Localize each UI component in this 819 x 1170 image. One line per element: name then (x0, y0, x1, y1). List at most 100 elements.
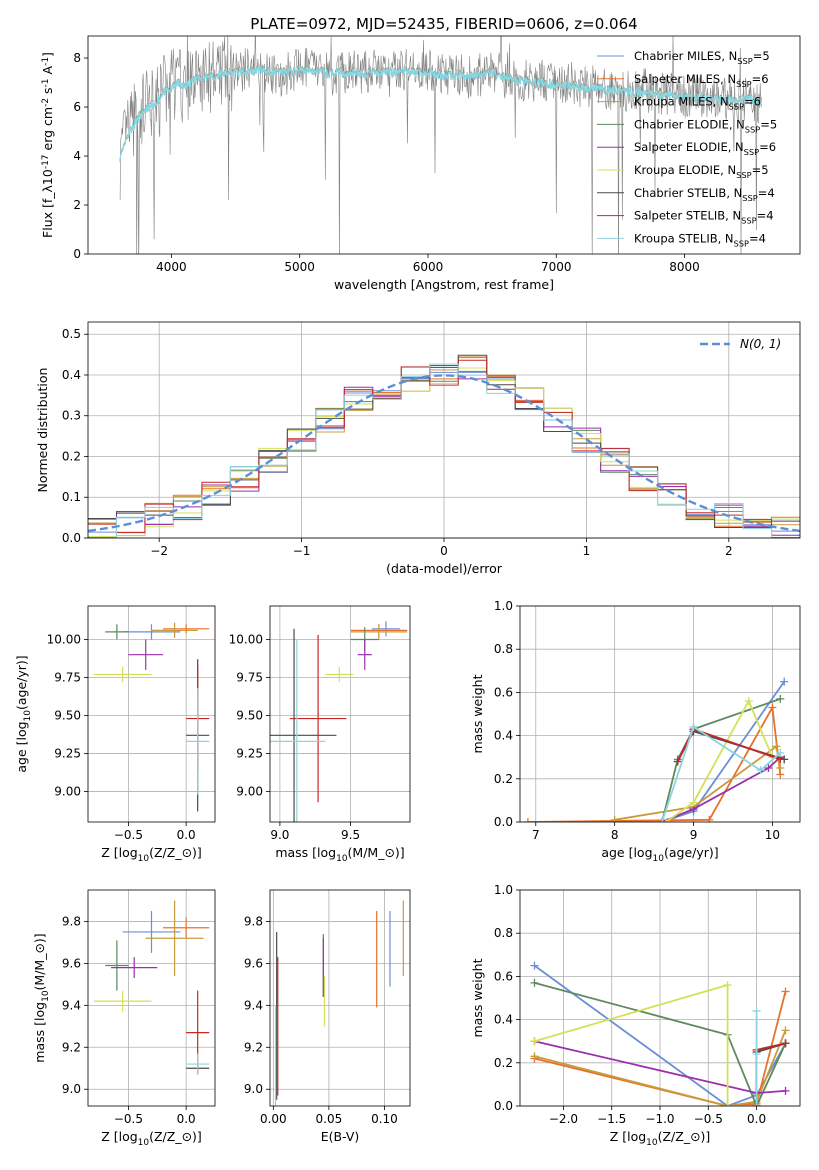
spectrum-plot-area (119, 36, 763, 254)
y-tick-label: 9.2 (244, 1040, 263, 1054)
spectrum-legend: Chabrier MILES, NSSP=5 Salpeter MILES, NS… (597, 49, 777, 248)
age-vs-Z-plot-area (93, 622, 210, 812)
mass-vs-Z-frame (87, 889, 216, 1107)
y-tick-label: 9.2 (62, 1040, 81, 1054)
weight-series-5 (534, 983, 757, 1106)
legend-label: Salpeter STELIB, NSSP=4 (634, 209, 774, 226)
x-tick-label: −1 (293, 544, 311, 558)
errorbar-point (357, 639, 372, 670)
x-tick-label: 8000 (669, 260, 700, 274)
mass-vs-EBV-frame (269, 889, 411, 1107)
weight-marker (781, 1086, 790, 1095)
residuals-frame (87, 321, 801, 539)
x-tick-label: 0.0 (177, 828, 196, 842)
x-axis-label: wavelength [Angstrom, rest frame] (334, 277, 554, 292)
age-vs-mass-plot-area (270, 621, 408, 822)
weight-series-3 (661, 698, 781, 822)
weight-marker (673, 757, 682, 766)
legend-label: Kroupa STELIB, NSSP=4 (634, 231, 766, 248)
y-tick-label: 0.5 (62, 327, 81, 341)
x-tick-label: 9.5 (341, 828, 360, 842)
legend-label: N(0, 1) (740, 337, 781, 351)
mass-vs-EBV-plot-area (274, 900, 404, 1106)
legend-label: Kroupa ELODIE, NSSP=5 (634, 163, 769, 180)
y-tick-label: 0.1 (62, 490, 81, 504)
y-tick-label: 0.6 (494, 685, 513, 699)
x-tick-label: −2 (150, 544, 168, 558)
y-tick-label: 9.4 (244, 998, 263, 1012)
weight-marker (781, 1026, 790, 1035)
y-tick-label: 9.8 (62, 914, 81, 928)
y-axis-label: age [log10(age/yr)] (14, 655, 33, 772)
y-tick-label: 9.25 (54, 747, 81, 761)
errorbar-point (270, 639, 326, 822)
y-tick-label: 1.0 (494, 883, 513, 897)
x-tick-label: 7 (532, 828, 540, 842)
x-tick-label: 8 (611, 828, 619, 842)
x-axis-label: Z [log10(Z/Z_⊙)] (101, 1129, 202, 1148)
weight-marker (689, 722, 698, 731)
x-axis-label: (data-model)/error (386, 561, 503, 576)
weight-vs-Z-frame (519, 889, 801, 1107)
weight-marker (768, 703, 777, 712)
weight-marker (705, 815, 714, 822)
errorbar-point (186, 1053, 210, 1075)
legend-label: Salpeter MILES, NSSP=6 (634, 72, 769, 89)
x-tick-label: −1.0 (645, 1112, 674, 1126)
x-axis-label: Z [log10(Z/Z_⊙)] (101, 845, 202, 864)
x-axis-label: E(B-V) (321, 1129, 360, 1144)
y-tick-label: 6 (73, 100, 81, 114)
y-tick-label: 9.0 (244, 1082, 263, 1096)
errorbar-point (128, 639, 164, 670)
errorbar-point (151, 622, 198, 638)
age-vs-mass-frame (269, 605, 411, 823)
age-vs-mass-panel: 9.0 9.5 9.00 9.25 9.50 9.75 10.00 mass [log10(M… (229, 605, 411, 864)
errorbar-point (111, 957, 158, 979)
y-tick-label: 9.6 (244, 956, 263, 970)
y-tick-label: 0.4 (62, 368, 81, 382)
errorbar-point (122, 910, 181, 953)
x-tick-label: 7000 (541, 260, 572, 274)
y-tick-label: 0.4 (494, 729, 513, 743)
weight-marker (723, 981, 732, 990)
y-tick-label: 1.0 (494, 599, 513, 613)
weight-marker (781, 1039, 790, 1048)
errorbar-point (105, 624, 129, 640)
y-tick-label: 0.0 (494, 815, 513, 829)
x-tick-label: 0 (440, 544, 448, 558)
errorbar-point (93, 666, 152, 683)
y-tick-label: 9.25 (236, 747, 263, 761)
weight-marker (776, 764, 785, 772)
weight-marker (780, 677, 789, 686)
y-tick-label: 0.3 (62, 409, 81, 423)
spectrum-panel: 4000 5000 6000 7000 8000 0 2 4 6 8 wavelength [Ang… (40, 35, 801, 292)
y-tick-label: 9.50 (236, 709, 263, 723)
y-tick-label: 0.4 (494, 1013, 513, 1027)
weight-marker (610, 815, 619, 822)
weight-marker (530, 978, 539, 987)
weight-marker (744, 697, 753, 706)
observed-spectrum (119, 36, 762, 254)
weight-series-4 (661, 756, 781, 822)
weight-marker (530, 1037, 539, 1046)
errorbar-point (145, 900, 204, 976)
y-axis-label: Normed distribution (35, 368, 50, 493)
y-tick-label: 0.2 (494, 772, 513, 786)
weight-vs-age-panel: 7 8 9 10 0.0 0.2 0.4 0.6 0.8 1.0 age [log10(age/yr… (470, 599, 801, 864)
errorbar-point (105, 940, 129, 991)
errorbar-point (186, 688, 210, 795)
age-vs-Z-panel: −0.5 0.0 9.00 9.25 9.50 9.75 10.00 Z [log10(Z/Z… (14, 605, 216, 864)
weight-marker (756, 766, 765, 775)
x-tick-label: 10 (765, 828, 780, 842)
errorbar-point (163, 624, 210, 634)
y-tick-label: 0.8 (494, 926, 513, 940)
x-tick-label: 2 (725, 544, 733, 558)
weight-marker (523, 818, 532, 822)
errorbar-point (350, 624, 408, 640)
x-tick-label: 9 (690, 828, 698, 842)
weight-marker (723, 1102, 732, 1106)
weight-series-5 (665, 698, 774, 822)
legend-label: Chabrier ELODIE, NSSP=5 (634, 117, 777, 134)
weight-marker (772, 742, 781, 751)
